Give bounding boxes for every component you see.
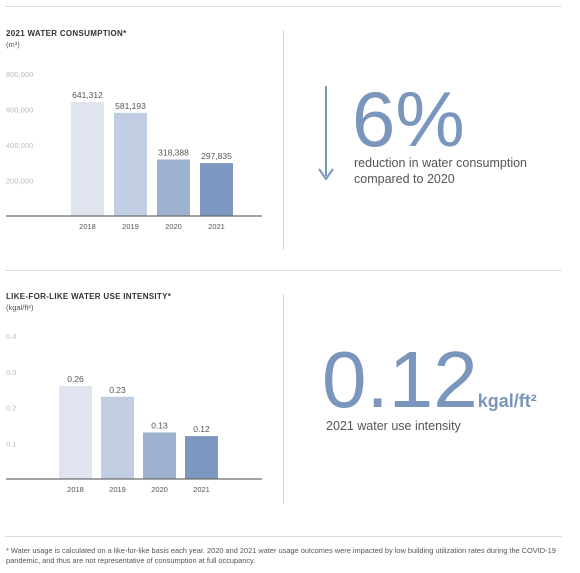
chart1-ytick: 800,000 [6,70,33,79]
intensity-description: 2021 water use intensity [326,419,461,433]
chart1-xtick: 2019 [122,222,139,231]
chart1-title: 2021 WATER CONSUMPTION* [6,29,127,38]
chart1-ytick: 400,000 [6,141,33,150]
chart2-title: LIKE-FOR-LIKE WATER USE INTENSITY* [6,292,172,301]
chart2-bar-2020 [143,432,176,479]
chart1-value-label: 318,388 [158,147,189,157]
chart1-bar-2019 [114,112,147,216]
chart2-svg: 0.1 0.2 0.3 0.4 0.26 2018 0.23 2019 0.13 2020 0.12… [6,332,262,494]
chart2-unit: (kgal/ft²) [6,303,34,312]
chart1-unit: (m³) [6,40,20,49]
chart2-xtick: 2020 [151,485,168,494]
intensity-value-block: 0.12kgal/ft² [322,340,537,420]
chart2-ytick: 0.4 [6,332,16,341]
chart2-bar-2019 [101,396,134,479]
chart1-xtick: 2021 [208,222,225,231]
chart1-bar-2021 [200,163,233,216]
chart2-value-label: 0.12 [193,424,210,434]
chart2-bar-2021 [185,436,218,479]
reduction-desc-line1: reduction in water consumption [354,156,528,170]
intensity-value: 0.12 [322,335,478,424]
chart2-ytick: 0.1 [6,439,16,448]
reduction-value: 6% [352,75,465,163]
chart2-value-label: 0.23 [109,385,126,395]
intensity-suffix: kgal/ft² [477,391,537,411]
reduction-description: reduction in water consumption compared … [354,156,527,187]
vertical-divider-bottom [283,294,284,504]
chart1-xtick: 2020 [165,222,182,231]
chart2-ytick: 0.3 [6,368,16,377]
chart2-xtick: 2018 [67,485,84,494]
chart1-xtick: 2018 [79,222,96,231]
vertical-divider-top [283,30,284,250]
footnote: * Water usage is calculated on a like-fo… [6,546,556,565]
chart1-svg: 200,000 400,000 600,000 800,000 641,312 2018 5… [6,70,262,231]
chart1-ytick: 200,000 [6,177,33,186]
chart1-value-label: 581,193 [115,101,146,111]
chart2-xtick: 2021 [193,485,210,494]
chart1-value-label: 641,312 [72,90,103,100]
chart2-value-label: 0.13 [151,421,168,431]
chart1-value-label: 297,835 [201,151,232,161]
arrow-down-icon [318,86,334,181]
chart1-bar-2018 [71,102,104,216]
chart2-ytick: 0.2 [6,404,16,413]
chart2-bar-2018 [59,386,92,479]
chart2-value-label: 0.26 [67,374,84,384]
reduction-desc-line2: compared to 2020 [354,171,455,186]
top-divider [5,6,562,7]
chart1-bar-2020 [157,159,190,216]
footnote-divider [5,536,562,537]
chart2-xtick: 2019 [109,485,126,494]
middle-divider [5,270,562,271]
chart1-ytick: 600,000 [6,106,33,115]
